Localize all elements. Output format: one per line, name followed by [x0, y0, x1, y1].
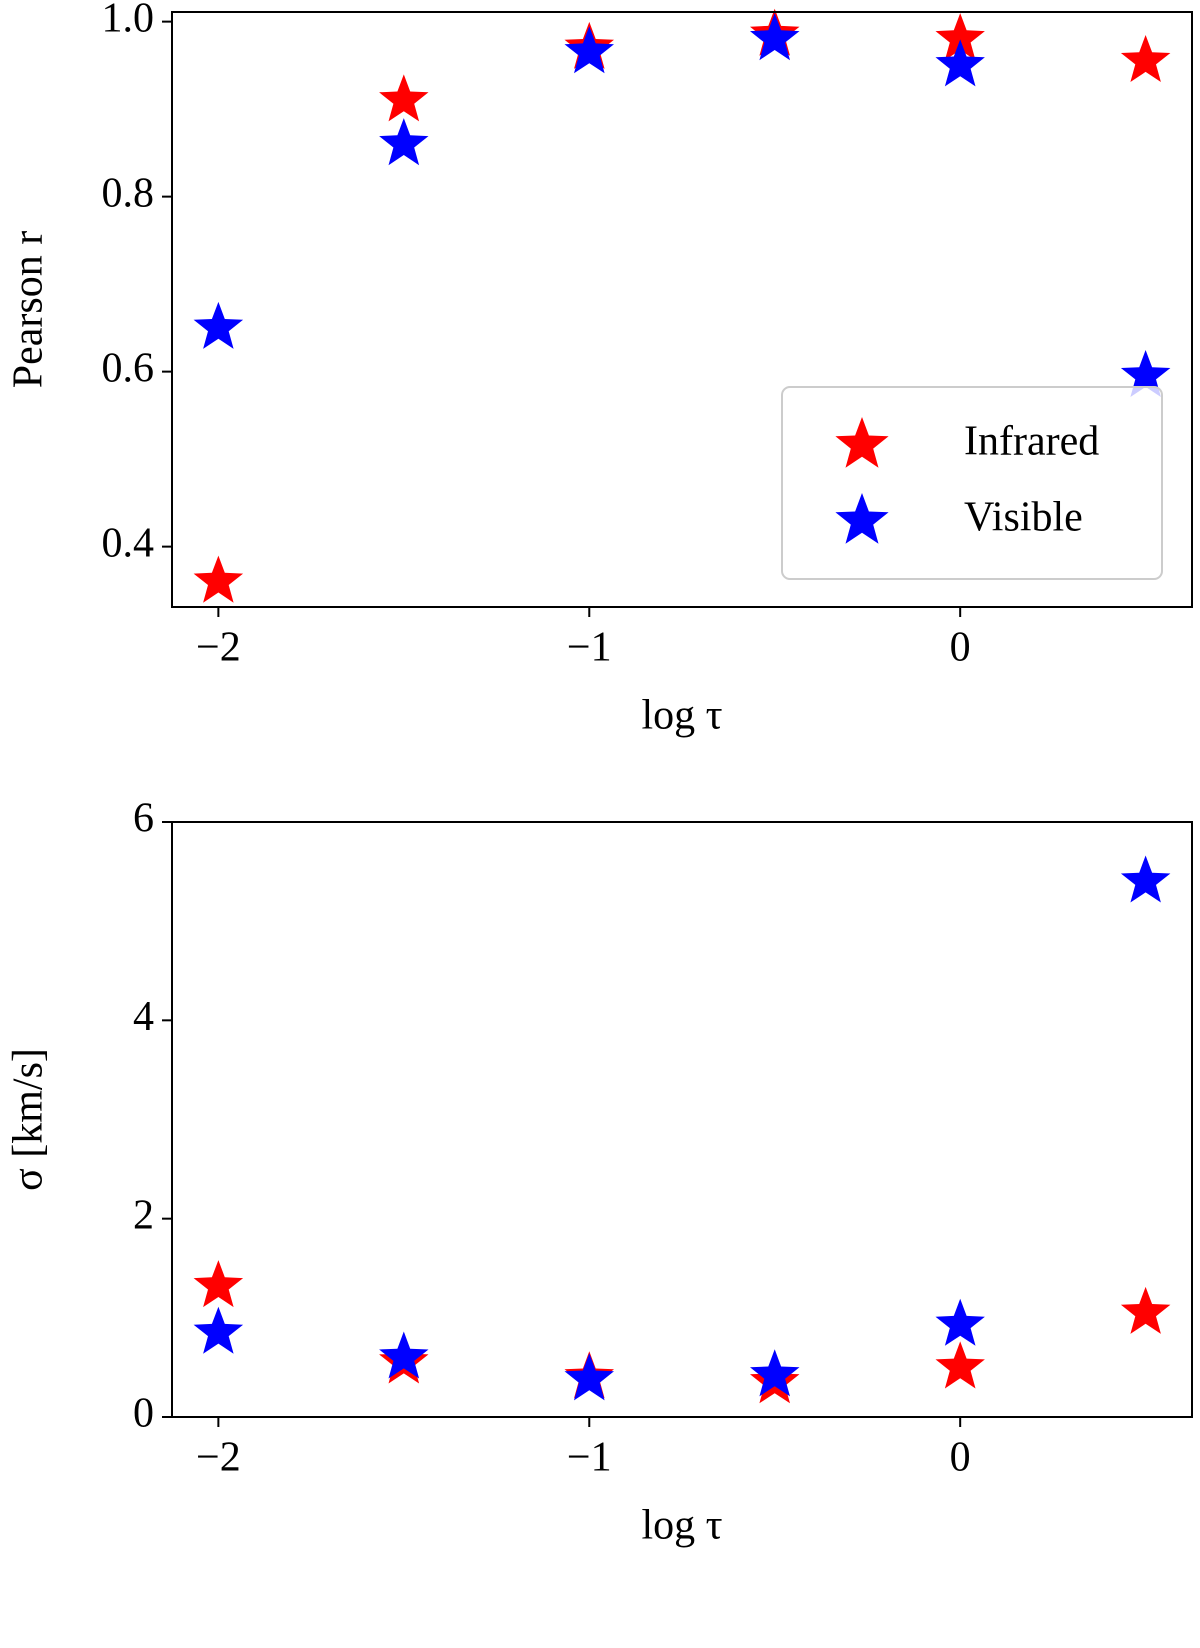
- star-marker: [193, 1306, 244, 1354]
- star-marker: [1120, 35, 1171, 82]
- x-tick-label: −2: [196, 1435, 241, 1481]
- star-marker: [750, 1349, 800, 1397]
- legend-marker: [835, 493, 889, 544]
- star-marker: [564, 26, 614, 74]
- y-tick-label: 2: [133, 1192, 154, 1238]
- x-tick-label: −1: [567, 625, 612, 671]
- star-marker: [1120, 1286, 1171, 1334]
- star-marker: [379, 74, 429, 122]
- x-tick-label: −2: [196, 625, 241, 671]
- star-marker: [193, 555, 244, 603]
- star-marker: [935, 1298, 985, 1346]
- star-marker: [379, 118, 429, 166]
- plot-frame: [171, 821, 1193, 1418]
- star-marker: [564, 1353, 614, 1401]
- legend-marker: [835, 417, 889, 468]
- star-marker: [750, 13, 800, 61]
- star-marker: [193, 1260, 244, 1308]
- star-marker: [935, 39, 985, 87]
- x-axis-label: log τ: [641, 693, 722, 739]
- y-tick-label: 0.6: [102, 345, 155, 391]
- x-axis-label: log τ: [641, 1503, 722, 1549]
- legend-label: Infrared: [964, 419, 1099, 465]
- x-tick-label: 0: [950, 625, 971, 671]
- y-tick-label: 1.0: [102, 0, 155, 41]
- star-marker: [193, 301, 244, 349]
- y-axis-label: σ [km/s]: [6, 1048, 52, 1191]
- y-tick-label: 0.4: [102, 520, 155, 566]
- x-tick-label: 0: [950, 1435, 971, 1481]
- plot-frame: [171, 11, 1193, 608]
- y-tick-label: 4: [133, 994, 154, 1040]
- legend-label: Visible: [964, 495, 1083, 541]
- star-marker: [379, 1331, 429, 1379]
- y-tick-label: 0: [133, 1391, 154, 1437]
- y-tick-label: 0.8: [102, 170, 155, 216]
- y-axis-label: Pearson r: [6, 231, 52, 388]
- star-marker: [1120, 855, 1171, 903]
- star-marker: [1120, 350, 1171, 397]
- star-marker: [935, 13, 985, 61]
- y-tick-label: 6: [133, 796, 154, 842]
- x-tick-label: −1: [567, 1435, 612, 1481]
- star-marker: [935, 1341, 985, 1389]
- legend-box: [781, 386, 1163, 580]
